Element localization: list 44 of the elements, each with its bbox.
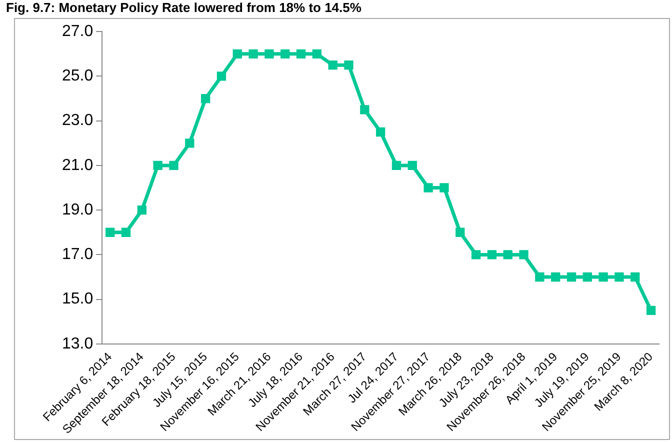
y-tick-label: 15.0	[62, 290, 94, 308]
point	[646, 306, 656, 316]
point	[614, 272, 624, 282]
chart-title: Fig. 9.7: Monetary Policy Rate lowered from 18% to 14.5%	[6, 0, 362, 15]
point	[360, 105, 370, 114]
point	[630, 272, 640, 282]
point	[106, 228, 115, 237]
point	[121, 228, 131, 237]
y-tick-label: 21.0	[62, 156, 94, 174]
point	[566, 272, 576, 282]
y-tick-label: 13.0	[62, 335, 94, 352]
point	[376, 127, 386, 137]
point	[216, 72, 226, 81]
point	[169, 160, 178, 170]
point	[344, 60, 354, 70]
point	[408, 160, 417, 170]
y-tick-label: 27.0	[62, 23, 94, 40]
y-tick-label: 17.0	[62, 246, 94, 264]
point	[137, 205, 146, 215]
point	[264, 49, 274, 58]
point	[200, 94, 210, 104]
point	[328, 60, 338, 70]
point	[456, 228, 465, 237]
point	[312, 49, 322, 58]
point	[598, 272, 608, 282]
point	[392, 160, 402, 170]
point	[519, 250, 528, 260]
point	[535, 272, 544, 282]
point	[551, 272, 560, 282]
point	[582, 272, 592, 282]
point	[232, 49, 242, 58]
point	[296, 49, 306, 58]
y-tick-label: 25.0	[62, 68, 94, 85]
point	[503, 250, 512, 260]
y-tick-label: 19.0	[62, 201, 94, 218]
point	[248, 49, 258, 58]
point	[440, 183, 449, 192]
point	[424, 183, 433, 192]
point	[471, 250, 481, 260]
y-tick-label: 23.0	[62, 112, 94, 130]
point	[280, 49, 290, 58]
point	[185, 138, 194, 148]
point	[487, 250, 497, 260]
point	[153, 160, 162, 170]
